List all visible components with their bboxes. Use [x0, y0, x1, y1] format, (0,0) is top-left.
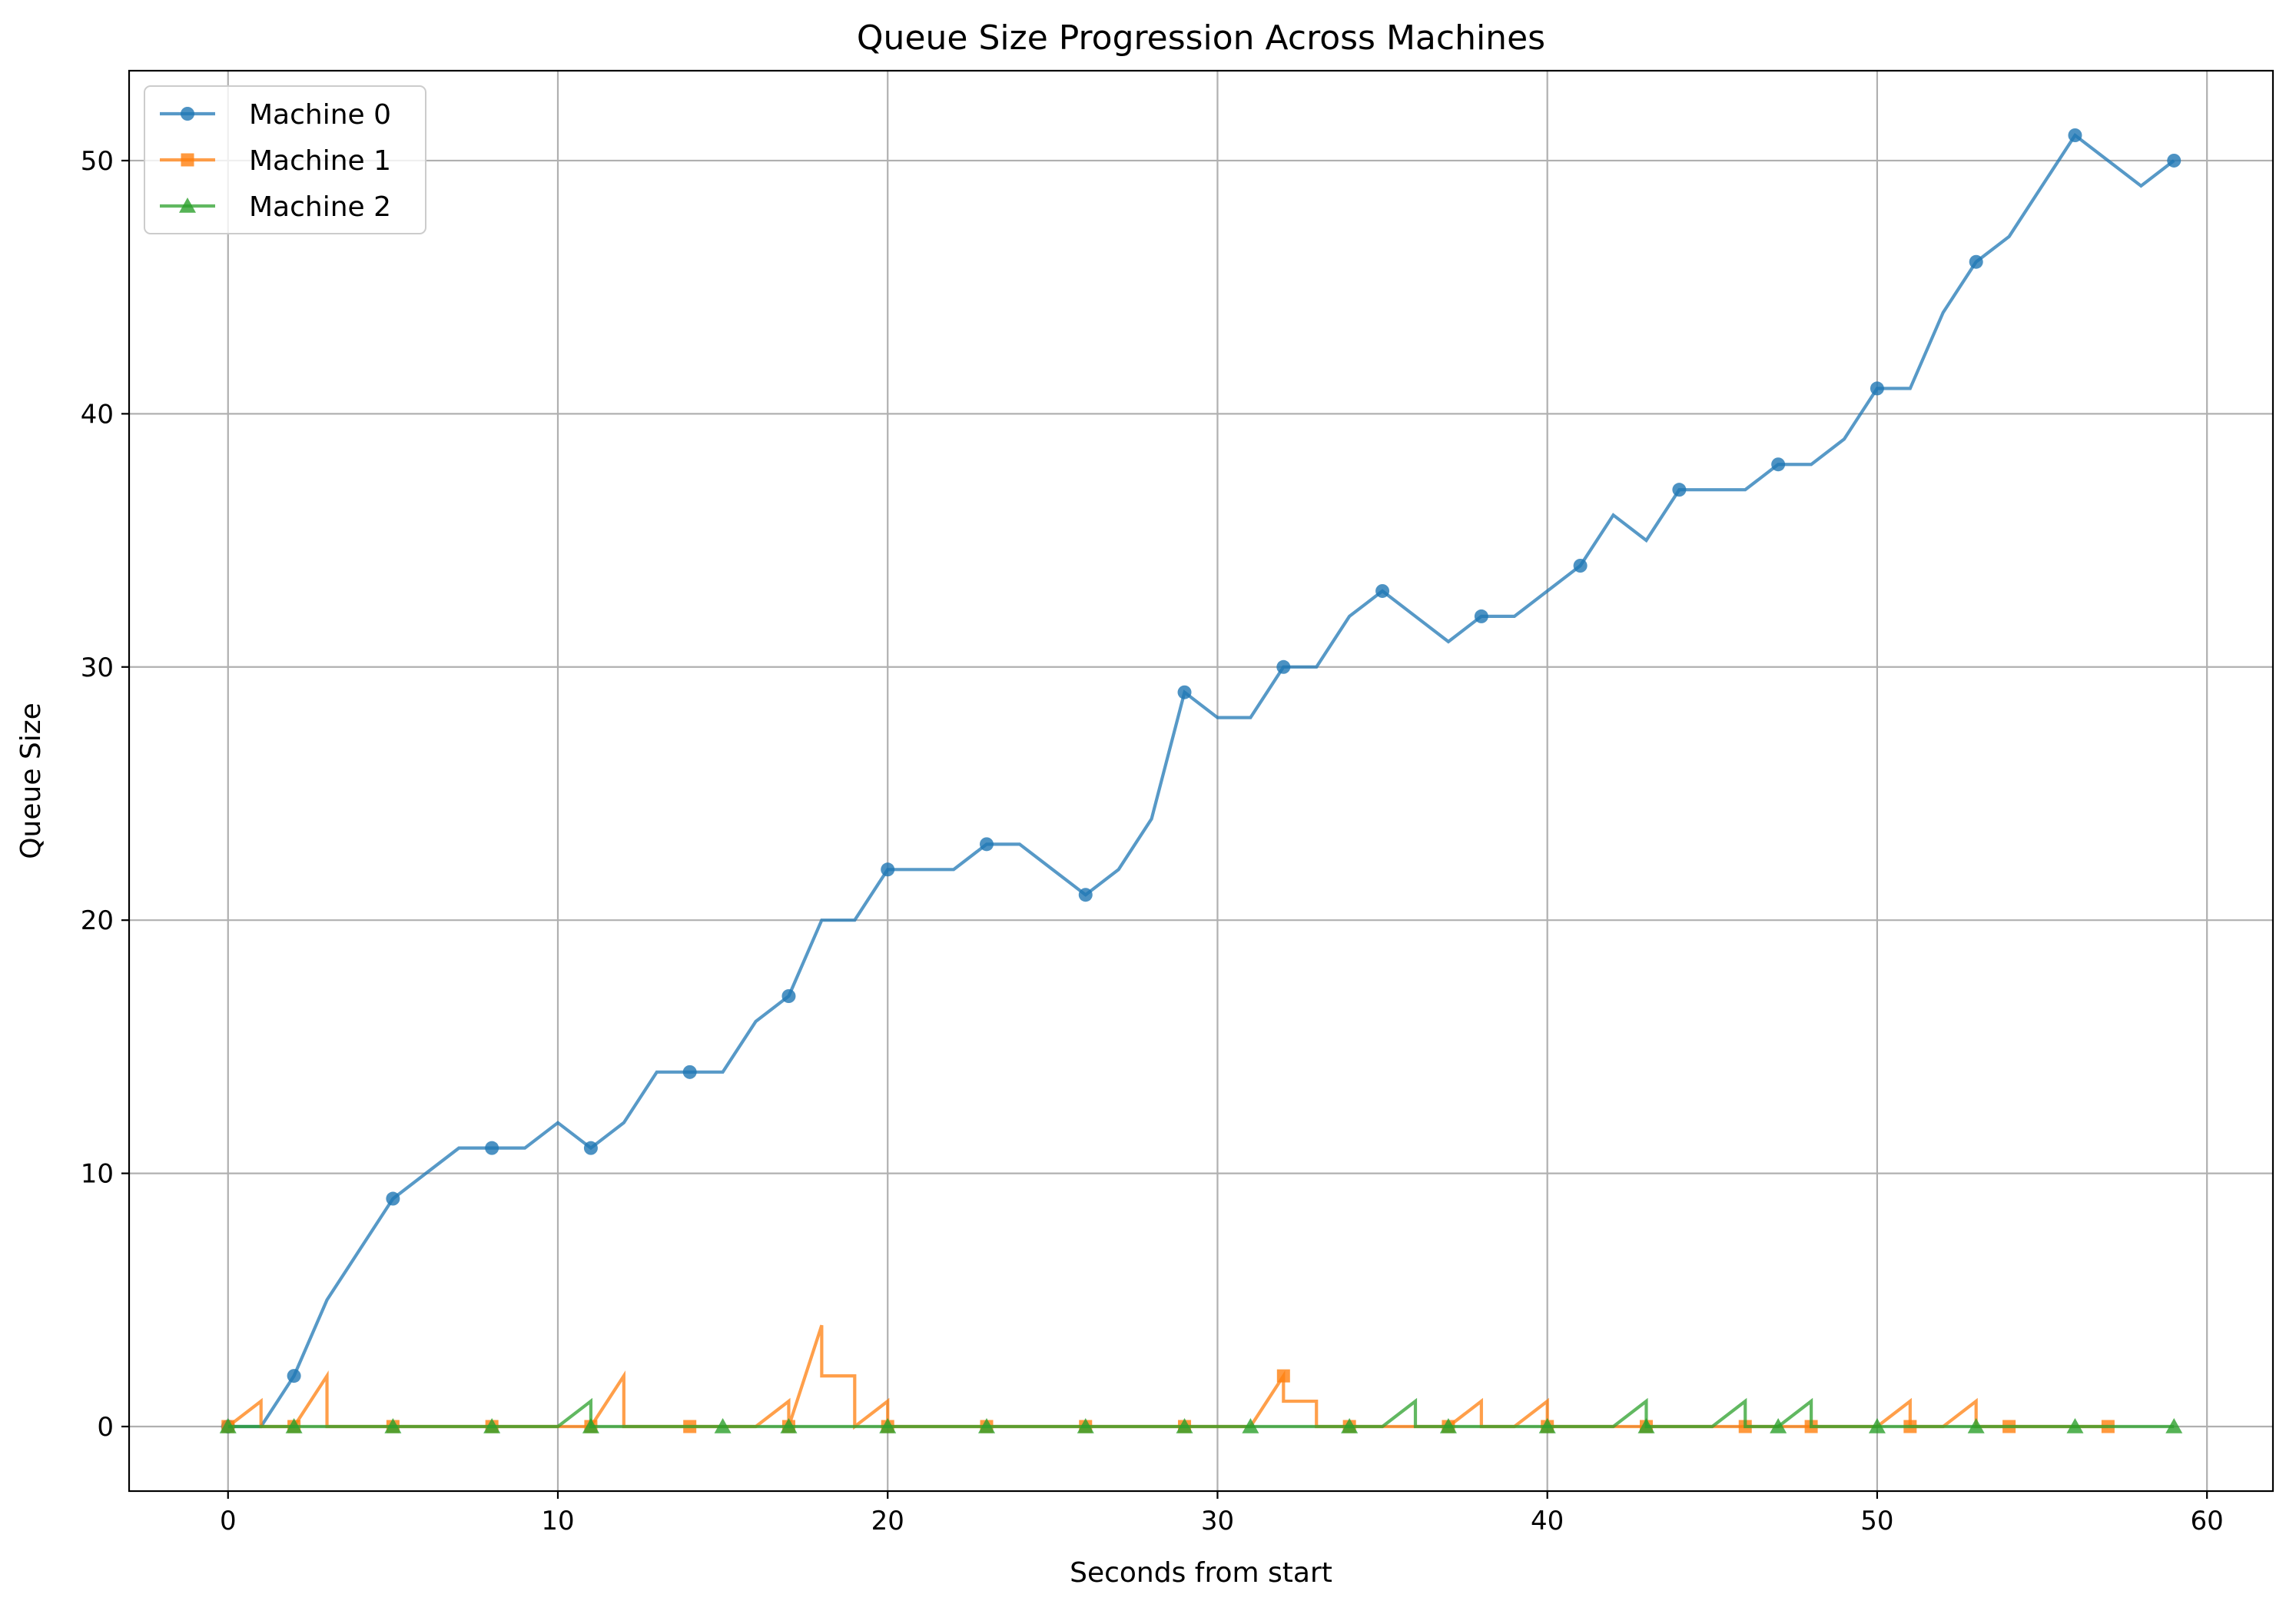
y-axis-label: Queue Size	[15, 703, 47, 859]
data-point	[1375, 583, 1390, 598]
data-point	[980, 837, 994, 852]
data-point	[1276, 659, 1291, 674]
data-point	[978, 1418, 995, 1433]
plot-series	[219, 128, 2183, 1433]
data-point	[285, 1418, 303, 1433]
data-point	[1868, 1418, 1886, 1433]
data-point	[682, 1065, 697, 1079]
axis-ticks: 0 10 20 30 40 50 60 0 10 20 30 40 50	[81, 146, 2224, 1536]
grid-lines	[129, 71, 2273, 1491]
data-point	[1771, 457, 1786, 472]
data-point	[1341, 1418, 1359, 1433]
legend-item: Machine 0	[160, 99, 391, 131]
x-tick-label: 10	[541, 1506, 574, 1536]
data-point	[1573, 559, 1588, 573]
x-tick-label: 60	[2191, 1506, 2224, 1536]
data-point	[714, 1418, 732, 1433]
data-point	[781, 989, 796, 1003]
axes-frame	[128, 69, 2274, 1493]
data-point	[386, 1191, 400, 1206]
data-point	[2068, 128, 2082, 142]
y-tick-label: 30	[81, 653, 114, 683]
data-point	[1770, 1418, 1787, 1433]
chart-title: Queue Size Progression Across Machines	[857, 18, 1545, 58]
x-tick-label: 20	[871, 1506, 904, 1536]
legend-box	[144, 85, 426, 234]
x-tick-label: 30	[1201, 1506, 1234, 1536]
y-tick-label: 10	[81, 1159, 114, 1190]
y-tick-label: 50	[81, 146, 114, 177]
data-point	[1176, 1418, 1193, 1433]
data-point	[1177, 685, 1192, 699]
data-point	[583, 1141, 598, 1155]
legend-marker	[181, 153, 194, 167]
data-point	[1672, 483, 1687, 497]
data-point	[287, 1369, 301, 1383]
data-point	[1276, 1369, 1290, 1383]
data-point	[219, 1418, 237, 1433]
data-point	[2165, 1418, 2183, 1433]
data-point	[1077, 1418, 1094, 1433]
x-axis-label: Seconds from start	[1070, 1557, 1332, 1589]
data-point	[1474, 609, 1488, 623]
x-tick-label: 50	[1860, 1506, 1893, 1536]
x-tick-label: 0	[220, 1506, 237, 1536]
data-point	[582, 1418, 599, 1433]
data-point	[2066, 1418, 2084, 1433]
series-line	[227, 132, 2175, 1429]
y-tick-label: 40	[81, 399, 114, 430]
data-point	[1242, 1418, 1259, 1433]
x-tick-label: 40	[1531, 1506, 1564, 1536]
data-point	[1078, 888, 1093, 902]
data-point	[879, 1418, 897, 1433]
data-point	[1967, 1418, 1985, 1433]
series-0	[221, 128, 2182, 1433]
legend-label: Machine 2	[249, 191, 391, 223]
data-point	[485, 1141, 499, 1155]
data-point	[780, 1418, 798, 1433]
data-point	[1637, 1418, 1655, 1433]
legend-marker	[181, 107, 194, 121]
data-point	[384, 1418, 402, 1433]
data-point	[1870, 381, 1884, 396]
y-tick-label: 20	[81, 905, 114, 936]
data-point	[1439, 1418, 1457, 1433]
legend-marker	[179, 198, 196, 213]
legend: Machine 0 Machine 1 Machine 2	[144, 85, 426, 234]
legend-item: Machine 2	[160, 191, 391, 223]
y-tick-label: 0	[97, 1412, 114, 1443]
legend-label: Machine 1	[249, 145, 391, 177]
data-point	[881, 862, 895, 877]
legend-item: Machine 1	[160, 145, 391, 177]
data-point	[1538, 1418, 1556, 1433]
data-point	[1969, 254, 1983, 269]
legend-label: Machine 0	[249, 99, 391, 131]
data-point	[483, 1418, 501, 1433]
series-2	[219, 1397, 2183, 1433]
data-point	[2167, 153, 2182, 168]
